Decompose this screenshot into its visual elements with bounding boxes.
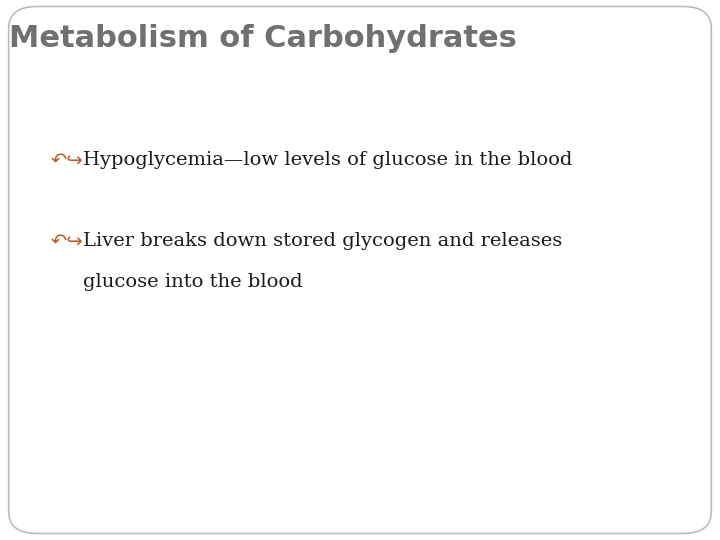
Text: glucose into the blood: glucose into the blood: [83, 273, 302, 291]
Text: ↶↪: ↶↪: [50, 232, 83, 251]
Text: Hypoglycemia—low levels of glucose in the blood: Hypoglycemia—low levels of glucose in th…: [83, 151, 572, 169]
Text: ↶↪: ↶↪: [50, 151, 83, 170]
FancyBboxPatch shape: [9, 6, 711, 534]
Text: Metabolism of Carbohydrates: Metabolism of Carbohydrates: [9, 24, 517, 53]
Text: Liver breaks down stored glycogen and releases: Liver breaks down stored glycogen and re…: [83, 232, 562, 250]
